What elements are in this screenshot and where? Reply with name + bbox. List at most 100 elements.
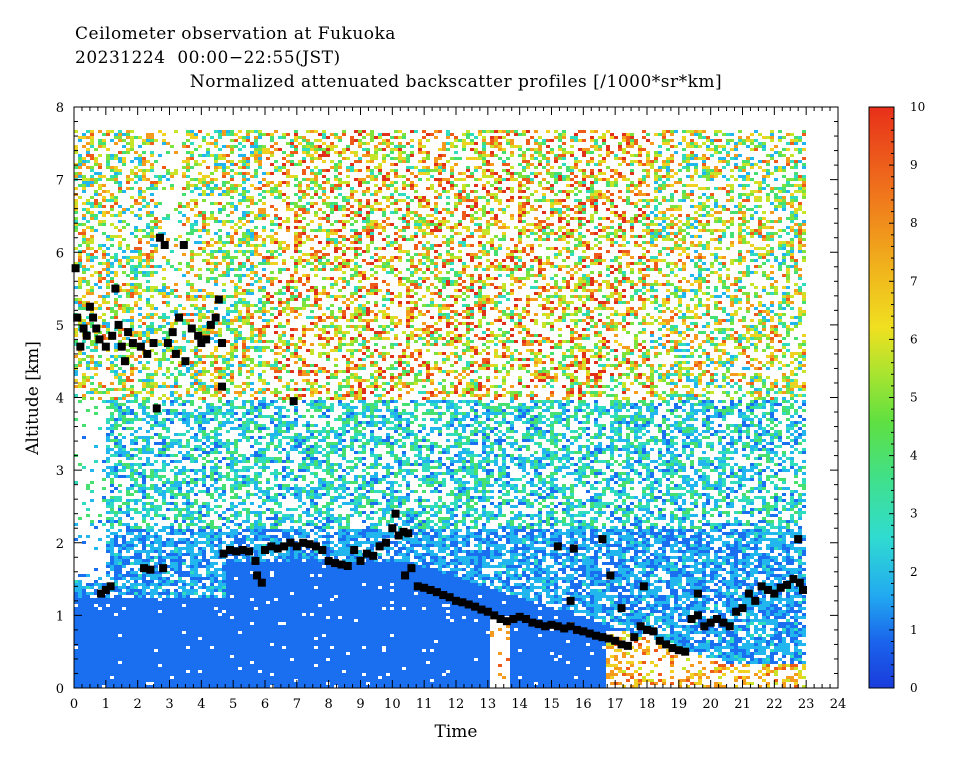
- cloud-base-point: [515, 612, 524, 621]
- cloud-base-point: [738, 604, 747, 613]
- cloud-base-point: [407, 564, 416, 573]
- cloud-base-point: [120, 357, 129, 366]
- cloud-base-point: [471, 602, 480, 611]
- x-tick-label: 12: [448, 697, 465, 712]
- x-tick-label: 8: [325, 697, 333, 712]
- cloud-base-point: [687, 615, 696, 624]
- cloud-base-point: [85, 302, 94, 311]
- x-axis-label: Time: [435, 722, 478, 742]
- cloud-base-point: [399, 527, 408, 536]
- cloud-base-point: [794, 535, 803, 544]
- cloud-base-point: [522, 615, 531, 624]
- cloud-base-point: [413, 582, 422, 591]
- cloud-base-point: [496, 615, 505, 624]
- cloud-base-point: [136, 342, 145, 351]
- x-tick-label: 22: [766, 697, 783, 712]
- colorbar-tick-label: 2: [910, 565, 918, 579]
- cloud-base-point: [305, 540, 314, 549]
- cloud-base-point: [261, 546, 269, 555]
- cloud-base-point: [426, 585, 435, 594]
- cloud-base-point: [159, 564, 168, 573]
- cloud-base-point: [128, 339, 137, 348]
- cloud-base-point: [318, 546, 327, 555]
- y-tick-label: 1: [56, 609, 64, 624]
- cloud-base-point: [388, 524, 397, 533]
- x-tick-label: 1: [102, 697, 110, 712]
- cloud-base-point: [630, 633, 639, 642]
- cloud-base-point: [483, 607, 492, 616]
- cloud-base-point: [732, 607, 741, 616]
- cloud-base-point: [95, 335, 104, 344]
- cloud-base-point: [668, 644, 677, 653]
- colorbar-tick-label: 8: [910, 216, 918, 230]
- cloud-base-point: [509, 615, 518, 624]
- cloud-base-point: [280, 542, 289, 551]
- cloud-base-point: [528, 618, 537, 627]
- cloud-base-point: [719, 618, 728, 627]
- cloud-base-point: [253, 571, 262, 580]
- cloud-base-point: [572, 625, 581, 634]
- colorbar-tick-label: 9: [910, 158, 918, 172]
- cloud-base-point: [776, 583, 785, 592]
- cloud-base-point: [490, 611, 499, 620]
- cloud-base-point: [245, 547, 254, 556]
- cloud-base-point: [623, 641, 632, 650]
- axis-ticks: 0 1 2 3 4 5 6 7 8 9 10 11 12 13 14 15 16 17 18 19 20 21 22 23 24…: [56, 101, 847, 712]
- x-tick-label: 21: [734, 697, 751, 712]
- cloud-base-point: [76, 342, 85, 351]
- y-axis-label: Altitude [km]: [23, 341, 43, 456]
- y-tick-label: 6: [56, 246, 64, 261]
- cloud-base-point: [218, 382, 227, 391]
- cloud-base-point: [211, 313, 220, 322]
- cloud-base-point: [585, 629, 594, 638]
- x-tick-label: 20: [702, 697, 719, 712]
- cloud-base-point: [439, 591, 448, 600]
- cloud-base-point: [232, 547, 241, 556]
- cloud-base-point: [569, 544, 578, 553]
- x-tick-label: 13: [480, 697, 497, 712]
- chart-header-date-range: 20231224 00:00−22:55(JST): [75, 48, 341, 68]
- colorbar-tick-label: 6: [910, 332, 918, 346]
- cloud-base-point: [706, 618, 715, 627]
- cloud-base-point: [124, 328, 133, 337]
- cloud-base-point: [606, 571, 615, 580]
- cloud-base-point: [693, 611, 702, 620]
- cloud-base-point: [337, 560, 346, 569]
- y-tick-label: 8: [56, 101, 64, 116]
- cloud-base-point: [662, 640, 671, 649]
- cloud-base-point: [187, 324, 196, 333]
- cloud-base-point: [163, 339, 172, 348]
- cloud-base-point: [331, 559, 340, 568]
- x-tick-label: 17: [607, 697, 624, 712]
- cloud-base-point: [391, 509, 400, 518]
- cloud-base-point: [432, 588, 441, 597]
- cloud-base-point: [160, 240, 169, 249]
- cloud-base-point: [140, 564, 149, 573]
- x-tick-label: 9: [356, 697, 364, 712]
- cloud-base-point: [311, 542, 320, 551]
- cloud-base-point: [547, 620, 556, 629]
- cloud-base-point: [273, 544, 282, 553]
- cloud-base-point: [464, 600, 473, 609]
- x-tick-label: 11: [416, 697, 433, 712]
- colorbar-tick-label: 3: [910, 507, 918, 521]
- x-tick-label: 6: [261, 697, 269, 712]
- chart-header-location: Ceilometer observation at Fukuoka: [75, 24, 396, 44]
- x-tick-label: 3: [165, 697, 173, 712]
- cloud-base-point: [566, 596, 575, 605]
- cloud-base-point: [674, 646, 683, 655]
- cloud-base-point: [197, 339, 206, 348]
- cloud-base-point: [649, 627, 658, 636]
- cloud-base-point: [534, 620, 543, 629]
- plot-area: [74, 130, 806, 688]
- y-tick-label: 5: [56, 319, 64, 334]
- cloud-base-point: [617, 604, 626, 613]
- cloud-base-point: [693, 589, 702, 598]
- cloud-base-point: [394, 531, 403, 540]
- cloud-base-point: [71, 264, 80, 273]
- cloud-base-point: [97, 589, 106, 598]
- cloud-base-point: [639, 582, 648, 591]
- cloud-base-point: [324, 556, 333, 565]
- cloud-base-point: [553, 542, 562, 551]
- cloud-base-point: [79, 324, 88, 333]
